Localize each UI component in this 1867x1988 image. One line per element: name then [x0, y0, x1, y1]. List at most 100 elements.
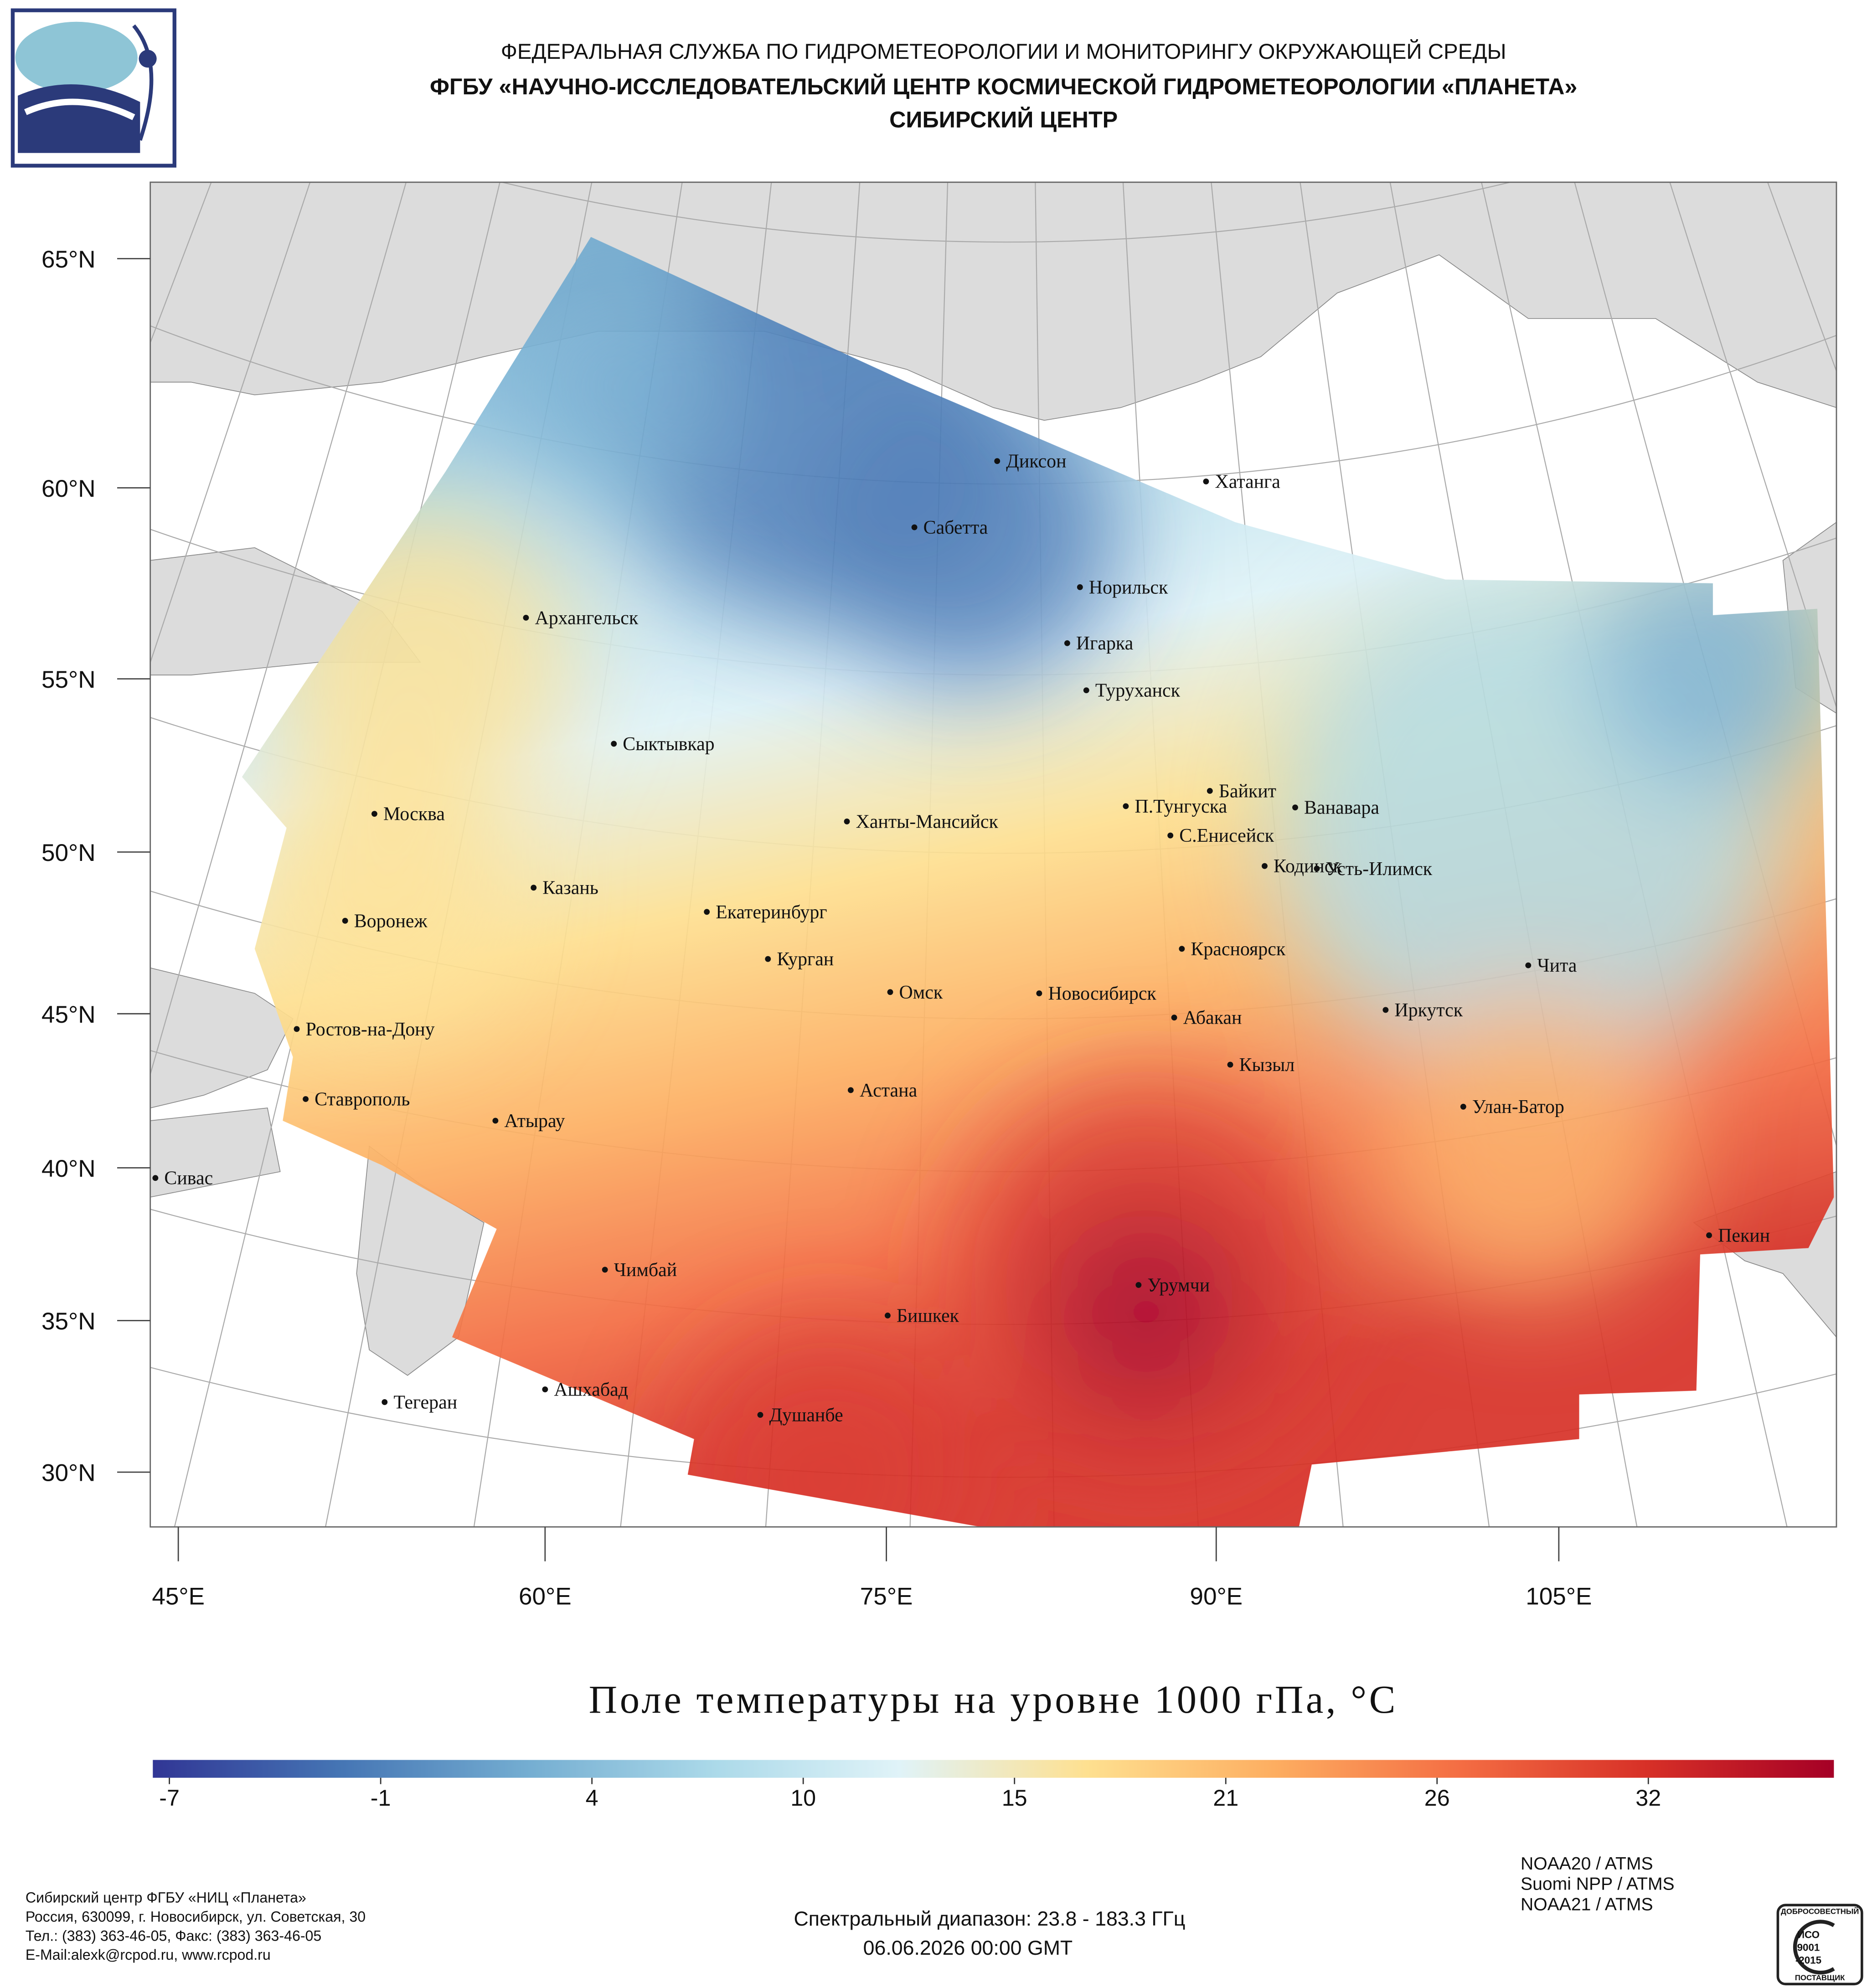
city-dot [342, 917, 348, 924]
city-dot [523, 614, 529, 621]
city-label: Пекин [1718, 1225, 1770, 1246]
colorbar-tick-label: 4 [586, 1785, 598, 1811]
map: Диксон Хатанга Сабетта Норильск Архангельск И… [150, 182, 1836, 1527]
city-label: Байкит [1219, 781, 1276, 802]
city-dot [1171, 1015, 1177, 1021]
city-label: Иркутск [1394, 1000, 1463, 1021]
city-dot [1179, 946, 1185, 952]
city-dot [1064, 640, 1070, 646]
city-label: Ставрополь [315, 1089, 410, 1110]
city-label: Улан-Батор [1472, 1097, 1564, 1118]
city-dot [1706, 1232, 1712, 1238]
city-label: Ханты-Мансийск [856, 811, 999, 832]
institute: ФГБУ «НАУЧНО-ИССЛЕДОВАТЕЛЬСКИЙ ЦЕНТР КОС… [430, 73, 1577, 99]
city-dot [1227, 1061, 1233, 1068]
lat-label: 60°N [41, 475, 96, 502]
city-dot [1460, 1103, 1466, 1110]
city-label: Воронеж [354, 911, 428, 932]
spectral-range: Спектральный диапазон: 23.8 - 183.3 ГГц [794, 1908, 1186, 1930]
city-label: Архангельск [535, 608, 638, 628]
iso-text: 9001 [1797, 1942, 1820, 1953]
instrument: NOAA21 / ATMS [1521, 1895, 1653, 1914]
lon-label: 75°E [860, 1583, 913, 1610]
lat-label: 40°N [41, 1155, 96, 1182]
city-label: Диксон [1006, 451, 1066, 472]
city-dot [844, 818, 850, 824]
colorbar-title: Поле температуры на уровне 1000 гПа, °C [589, 1678, 1398, 1721]
city-dot [492, 1118, 499, 1124]
city-label: Атырау [504, 1111, 565, 1132]
lat-label: 55°N [41, 666, 96, 693]
colorbar-tick-label: 26 [1424, 1785, 1450, 1811]
city-label: Игарка [1076, 633, 1134, 654]
city-label: Хатанга [1215, 471, 1280, 492]
city-label: Москва [383, 804, 445, 825]
city-dot [1292, 804, 1298, 811]
city-dot [382, 1399, 388, 1405]
address-line: E-Mail:alexk@rcpod.ru, www.rcpod.ru [26, 1947, 271, 1963]
city-label: Красноярск [1191, 939, 1285, 960]
city-label: Туруханск [1095, 680, 1181, 701]
city-label: Омск [899, 982, 943, 1003]
cities: Диксон Хатанга Сабетта Норильск Архангельск И… [152, 451, 1770, 1426]
lon-label: 90°E [1190, 1583, 1243, 1610]
axes: 65°N 60°N 55°N 50°N 45°N 40°N 35°N 30°N 45°E 60°E… [41, 246, 1592, 1610]
colorbar-tick-label: -1 [371, 1785, 391, 1811]
city-label: Ванавара [1304, 798, 1379, 819]
address-line: Россия, 630099, г. Новосибирск, ул. Сове… [26, 1908, 366, 1925]
city-dot [611, 741, 617, 747]
city-label: Сивас [164, 1168, 213, 1189]
city-dot [847, 1087, 854, 1093]
colorbar-tick-label: 10 [790, 1785, 816, 1811]
city-label: Курган [777, 949, 834, 970]
city-label: Ашхабад [554, 1380, 628, 1401]
city-label: Сабетта [923, 517, 988, 538]
city-dot [1167, 832, 1174, 839]
iso-text: -2015 [1795, 1955, 1821, 1966]
city-dot [294, 1026, 300, 1032]
instrument: Suomi NPP / ATMS [1521, 1875, 1675, 1894]
city-label: Казань [542, 878, 598, 899]
city-label: Тегеран [393, 1392, 457, 1413]
city-label: Усть-Илимск [1326, 859, 1433, 880]
lon-label: 105°E [1526, 1583, 1592, 1610]
city-dot [911, 524, 918, 530]
city-dot [887, 989, 893, 995]
city-dot [1207, 788, 1213, 794]
city-dot [1083, 687, 1089, 694]
city-dot [371, 811, 377, 817]
city-label: Урумчи [1147, 1275, 1210, 1296]
city-dot [884, 1313, 891, 1318]
lon-label: 60°E [519, 1583, 572, 1610]
city-label: Сыктывкар [623, 734, 714, 755]
city-label: П.Тунгуска [1135, 796, 1227, 817]
lat-label: 45°N [41, 1001, 96, 1028]
lat-label: 35°N [41, 1308, 96, 1335]
city-dot [152, 1175, 159, 1181]
city-label: Абакан [1183, 1008, 1242, 1029]
address-line: Сибирский центр ФГБУ «НИЦ «Планета» [26, 1890, 306, 1906]
logo [10, 8, 176, 168]
colorbar-tick-label: 32 [1635, 1785, 1661, 1811]
colorbar-ticks: -7 -1 4 10 15 21 26 32 [159, 1777, 1661, 1811]
center: СИБИРСКИЙ ЦЕНТР [889, 107, 1118, 133]
iso-text: ИСО [1797, 1929, 1820, 1941]
city-label: Душанбе [769, 1405, 843, 1426]
colorbar [153, 1760, 1834, 1778]
city-label: Екатеринбург [716, 902, 827, 923]
iso-text: ПОСТАВЩИК [1795, 1973, 1845, 1982]
city-dot [1262, 863, 1268, 869]
iso-text: ДОБРОСОВЕСТНЫЙ [1781, 1907, 1859, 1916]
city-label: Новосибирск [1048, 984, 1156, 1004]
datetime: 06.06.2026 00:00 GMT [863, 1937, 1073, 1959]
city-dot [704, 909, 710, 915]
city-label: Норильск [1089, 577, 1168, 598]
city-dot [1382, 1007, 1389, 1013]
city-dot [1135, 1282, 1142, 1288]
city-dot [303, 1096, 309, 1102]
city-dot [757, 1411, 763, 1418]
